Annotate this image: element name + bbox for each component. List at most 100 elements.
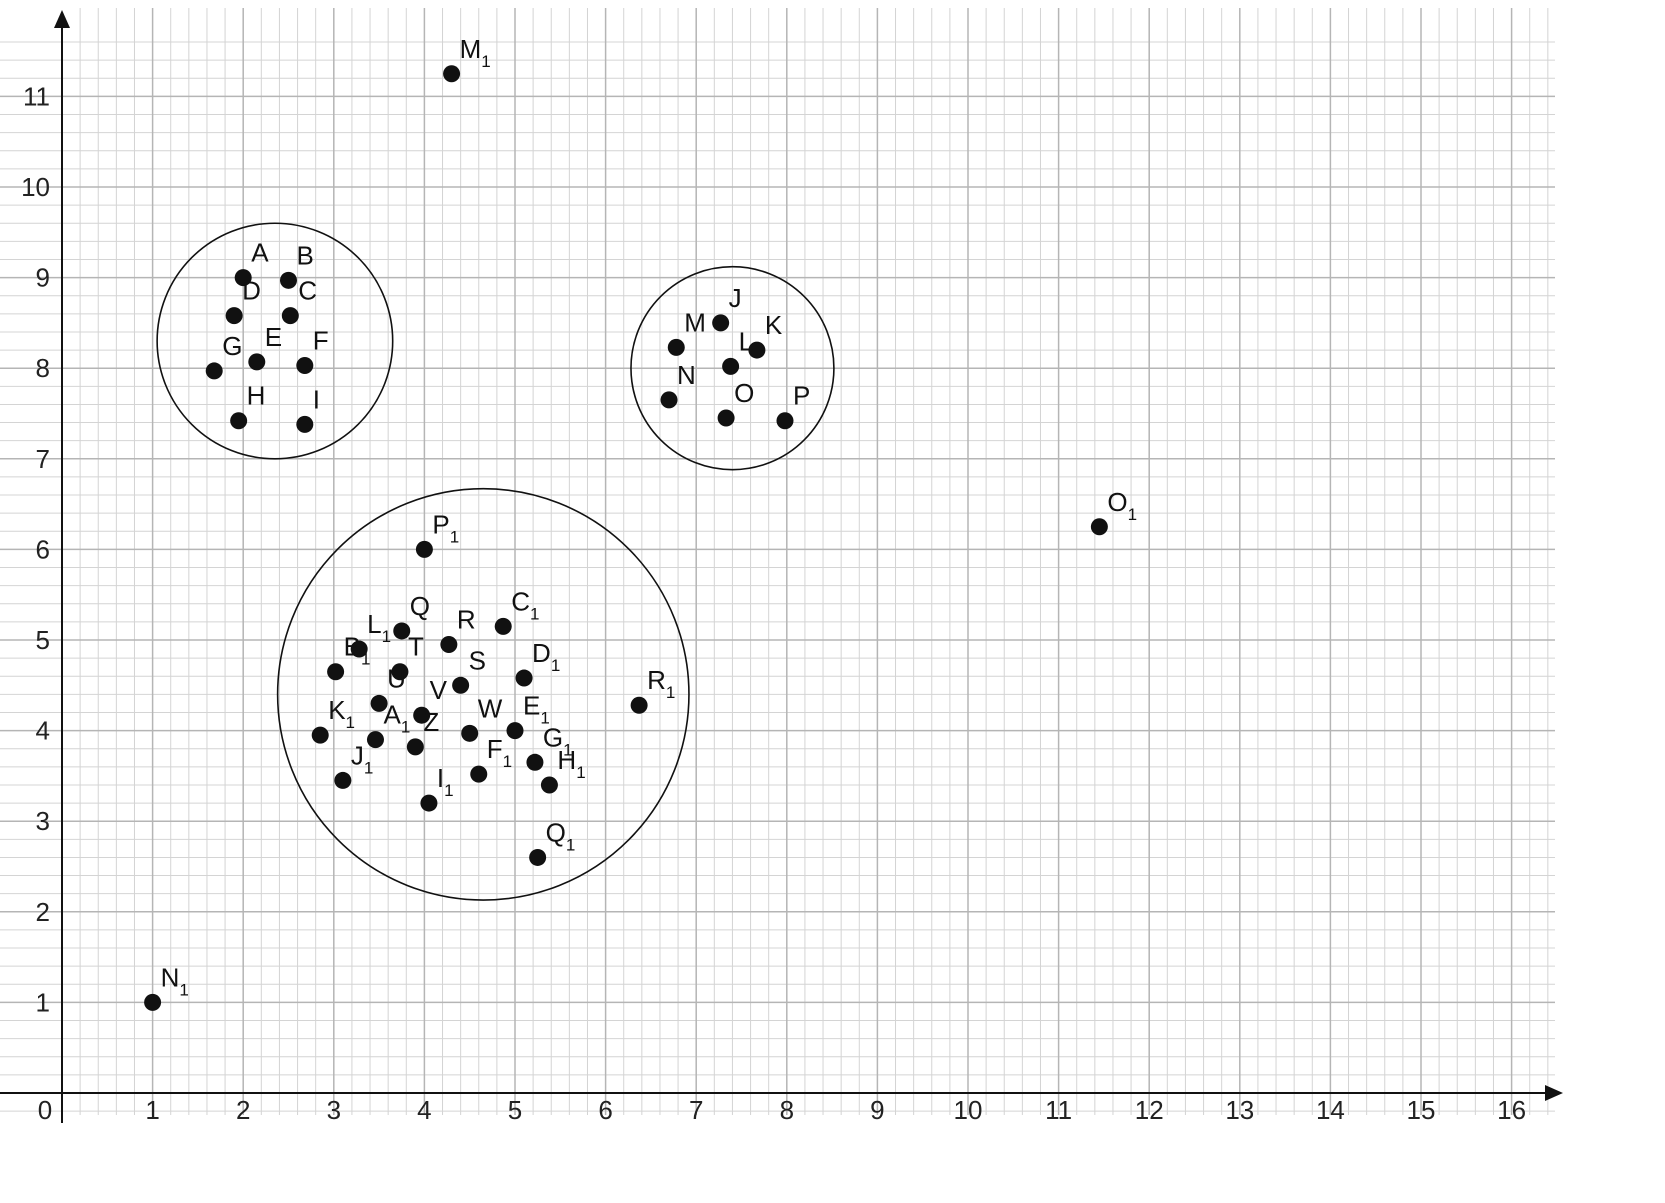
axes: [0, 10, 1563, 1123]
x-axis-arrow: [1545, 1085, 1563, 1101]
point-e: [248, 353, 266, 371]
x-tick-label: 6: [598, 1095, 612, 1125]
point-label-e: E: [265, 322, 282, 352]
point-label-i: I: [313, 384, 320, 414]
y-tick-label: 8: [36, 353, 50, 383]
point-label-l: L: [739, 326, 753, 356]
point-label-s: S: [469, 645, 486, 675]
y-tick-label: 9: [36, 263, 50, 293]
point-k1: [311, 726, 329, 744]
point-label-p: P: [793, 381, 810, 411]
point-m: [667, 338, 685, 356]
point-label-m1: M1: [460, 34, 491, 71]
x-tick-label: 12: [1135, 1095, 1164, 1125]
point-label-h: H: [247, 381, 266, 411]
point-k: [748, 341, 766, 359]
point-o1: [1090, 518, 1108, 536]
point-i1: [420, 794, 438, 812]
point-v: [413, 706, 431, 724]
point-label-n: N: [677, 360, 696, 390]
x-tick-label: 3: [327, 1095, 341, 1125]
y-tick-label: 4: [36, 716, 50, 746]
point-d1: [515, 669, 533, 687]
x-tick-label: 9: [870, 1095, 884, 1125]
point-label-e1: E1: [523, 691, 550, 728]
point-g: [205, 362, 223, 380]
x-tick-label: 5: [508, 1095, 522, 1125]
point-label-w: W: [478, 693, 503, 723]
point-b: [280, 271, 297, 289]
point-a1: [366, 731, 384, 749]
point-t: [391, 663, 409, 681]
point-label-c1: C1: [511, 586, 539, 623]
x-tick-label: 13: [1225, 1095, 1254, 1125]
point-label-o1: O1: [1107, 487, 1137, 524]
point-p1: [415, 540, 433, 558]
y-axis-arrow: [54, 10, 70, 28]
point-c: [281, 307, 299, 325]
point-n: [660, 391, 678, 409]
point-label-c: C: [298, 276, 317, 306]
major-grid: [0, 8, 1555, 1115]
y-tick-label: 1: [36, 987, 50, 1017]
point-label-b: B: [297, 240, 314, 270]
point-s: [452, 676, 470, 694]
point-m1: [443, 65, 461, 83]
point-label-q1: Q1: [546, 817, 576, 854]
y-tick-label: 11: [23, 81, 50, 111]
point-w: [461, 724, 479, 742]
cluster-circles: [156, 222, 835, 901]
point-label-q: Q: [410, 591, 430, 621]
cluster-1-circle: [156, 222, 394, 460]
x-tick-label: 0: [38, 1095, 52, 1125]
point-c1: [494, 617, 512, 635]
point-label-a: A: [251, 238, 269, 268]
cluster-3-circle: [276, 487, 690, 901]
point-q: [393, 622, 411, 640]
point-label-h1: H1: [557, 745, 585, 782]
point-label-d: D: [242, 276, 261, 306]
point-label-u: U: [387, 663, 406, 693]
x-tick-label: 15: [1407, 1095, 1436, 1125]
point-o: [717, 409, 735, 427]
point-n1: [144, 993, 162, 1011]
point-label-k: K: [765, 310, 783, 340]
point-label-n1: N1: [161, 962, 189, 999]
point-label-f: F: [313, 325, 329, 355]
point-label-a1: A1: [383, 700, 410, 737]
y-tick-label: 5: [36, 625, 50, 655]
point-label-i1: I1: [437, 763, 454, 800]
point-label-o: O: [734, 378, 754, 408]
point-p: [776, 412, 794, 430]
point-label-f1: F1: [487, 734, 512, 771]
x-tick-label: 2: [236, 1095, 250, 1125]
point-d: [225, 307, 243, 325]
data-points: [144, 65, 1108, 1011]
point-label-g1: G1: [543, 722, 573, 759]
point-g1: [526, 753, 544, 771]
x-tick-label: 11: [1045, 1095, 1072, 1125]
point-label-z: Z: [423, 707, 439, 737]
point-i: [296, 415, 314, 433]
point-a: [234, 269, 252, 287]
y-tick-label: 10: [21, 172, 50, 202]
point-r: [440, 636, 458, 654]
point-label-b1: B1: [344, 632, 371, 669]
point-h1: [540, 776, 558, 794]
x-tick-label: 1: [145, 1095, 159, 1125]
point-labels: A BC DE F GH I JKL MN O P Q RS TU VW Z B1 A1 C1 D1 E1 F1 G1H1…: [161, 34, 1137, 1000]
point-label-j1: J1: [351, 740, 373, 777]
point-f1: [470, 765, 488, 783]
point-j: [712, 314, 730, 332]
y-tick-label: 6: [36, 534, 50, 564]
point-h: [230, 412, 248, 430]
point-l1: [350, 640, 368, 658]
point-e1: [506, 722, 524, 740]
y-tick-label: 2: [36, 897, 50, 927]
point-label-p1: P1: [432, 509, 459, 546]
x-tick-label: 7: [689, 1095, 703, 1125]
point-j1: [334, 771, 352, 789]
point-u: [370, 694, 388, 712]
point-label-g: G: [222, 331, 242, 361]
